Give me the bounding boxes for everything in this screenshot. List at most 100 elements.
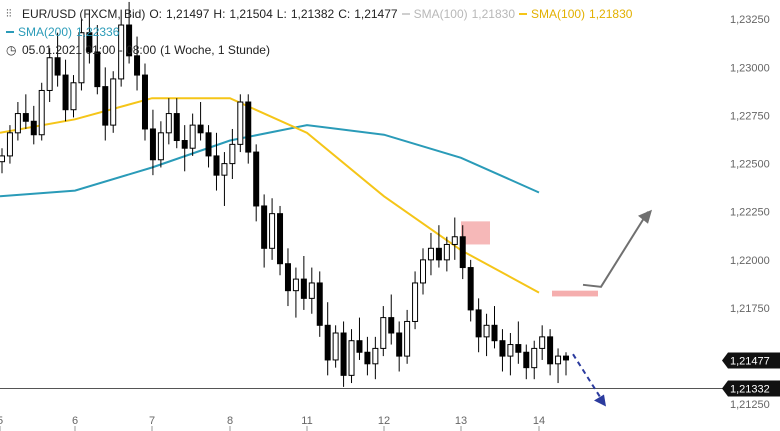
candle-body — [507, 344, 514, 357]
candle-body — [427, 247, 434, 261]
legend-period: 05.01.2021 01:00 - 08:00 — [22, 43, 157, 57]
candle-body — [348, 340, 355, 376]
candle-body — [269, 213, 276, 249]
legend-sma100-dim-value: 1,21830 — [471, 7, 516, 21]
candle-body — [110, 78, 117, 126]
y-tick-label: 1,23250 — [730, 14, 770, 26]
candle-body — [237, 101, 244, 145]
candle-body — [332, 332, 339, 361]
y-tick-label: 1,22000 — [730, 255, 770, 267]
candle-body — [6, 132, 13, 157]
candle-body — [54, 57, 61, 76]
candle-body — [78, 32, 85, 84]
legend-open-label: O: — [149, 7, 163, 21]
candle-body — [22, 113, 29, 122]
candle-body — [451, 236, 458, 245]
candle-body — [86, 32, 93, 53]
candle-body — [205, 132, 212, 157]
candle-body — [372, 347, 379, 365]
legend-symbol: EUR/USD (FXCM, Bid) — [22, 7, 146, 21]
x-tick-label: 14 — [533, 415, 545, 427]
candle-body — [261, 205, 268, 249]
legend-sma200-value: 1,22336 — [76, 25, 120, 39]
candle-body — [149, 128, 156, 161]
candle-body — [364, 351, 371, 365]
y-tick-label: 1,22250 — [730, 207, 770, 219]
x-tick-label: 11 — [301, 415, 312, 427]
level-price-label-bg — [722, 380, 780, 397]
candle-body — [157, 132, 164, 161]
x-tick-label: 7 — [149, 415, 155, 427]
candle-body — [539, 336, 546, 349]
candle-body — [62, 74, 69, 111]
candle-body — [475, 309, 482, 338]
candle-body — [340, 332, 347, 376]
candle-body — [165, 113, 172, 134]
candle-body — [523, 351, 530, 369]
sma-touch-zone — [552, 290, 598, 297]
candle-body — [213, 155, 220, 176]
candle-body — [94, 51, 101, 88]
candle-body — [324, 324, 331, 361]
candle-body — [70, 82, 77, 111]
candle-body — [141, 74, 148, 130]
candle-body — [515, 344, 522, 353]
candle-body — [443, 243, 450, 261]
current-price-label-bg — [722, 352, 780, 369]
y-tick-label: 1,21750 — [730, 303, 770, 315]
sma100-dim-swatch — [401, 13, 410, 15]
candle-body — [189, 124, 196, 149]
candle-body — [467, 267, 474, 311]
candle-body — [563, 355, 569, 361]
legend-high-value: 1,21504 — [229, 7, 273, 21]
legend-sma200-label[interactable]: SMA(200) — [18, 25, 73, 39]
candle-body — [14, 113, 21, 134]
sma100-swatch — [519, 13, 528, 15]
candle-body — [277, 213, 284, 265]
candle-body — [531, 347, 538, 369]
candle-body — [308, 282, 315, 299]
candle-body — [412, 282, 419, 322]
candle-body — [245, 101, 252, 153]
candle-body — [356, 340, 363, 353]
candle-body — [388, 317, 395, 334]
legend-row-ohlc: ⫶⫶ EUR/USD (FXCM, Bid) O: 1,21497 H: 1,215… — [6, 5, 636, 23]
sma200-line — [0, 124, 540, 198]
legend-low-value: 1,21382 — [290, 7, 335, 21]
up-arrow-head — [638, 209, 652, 224]
legend-row-period: ◷ 05.01.2021 01:00 - 08:00 (1 Woche, 1 S… — [6, 41, 636, 59]
down-arrow-head — [594, 394, 606, 407]
candle-body — [221, 163, 228, 176]
candle-body — [229, 143, 236, 165]
legend-low-label: L: — [276, 7, 287, 21]
candle-body — [46, 57, 53, 91]
legend-close-label: C: — [338, 7, 351, 21]
candle-body — [173, 113, 180, 142]
x-tick-label: 6 — [72, 415, 78, 427]
candle-body — [555, 355, 562, 365]
candle-body — [134, 55, 141, 76]
candle-body — [181, 140, 188, 149]
down-arrow-line — [572, 353, 602, 399]
legend-high-label: H: — [213, 7, 226, 21]
legend-sma100-label[interactable]: SMA(100) — [531, 7, 586, 21]
candle-body — [316, 282, 323, 326]
y-tick-label: 1,22750 — [730, 110, 770, 122]
candle-body — [459, 236, 466, 269]
candle-body — [404, 320, 411, 357]
ohlc-bar-icon: ⫶⫶ — [6, 8, 12, 20]
legend-sma100-dim-label[interactable]: SMA(100) — [413, 7, 468, 21]
candle-body — [396, 332, 403, 357]
legend-sma100-value: 1,21830 — [589, 7, 633, 21]
candle-body — [253, 151, 260, 207]
x-tick-label: 12 — [378, 415, 390, 427]
y-tick-label: 1,22500 — [730, 159, 770, 171]
candle-body — [300, 278, 307, 299]
candle-body — [380, 317, 387, 349]
clock-icon: ◷ — [6, 43, 17, 57]
legend-open-value: 1,21497 — [166, 7, 210, 21]
x-tick-label: 8 — [227, 415, 233, 427]
legend-timeframe: (1 Woche, 1 Stunde) — [160, 43, 270, 57]
